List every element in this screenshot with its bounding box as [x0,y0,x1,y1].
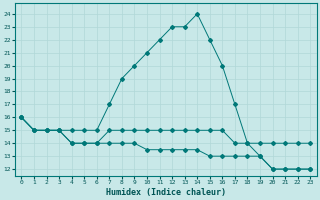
X-axis label: Humidex (Indice chaleur): Humidex (Indice chaleur) [106,188,226,197]
